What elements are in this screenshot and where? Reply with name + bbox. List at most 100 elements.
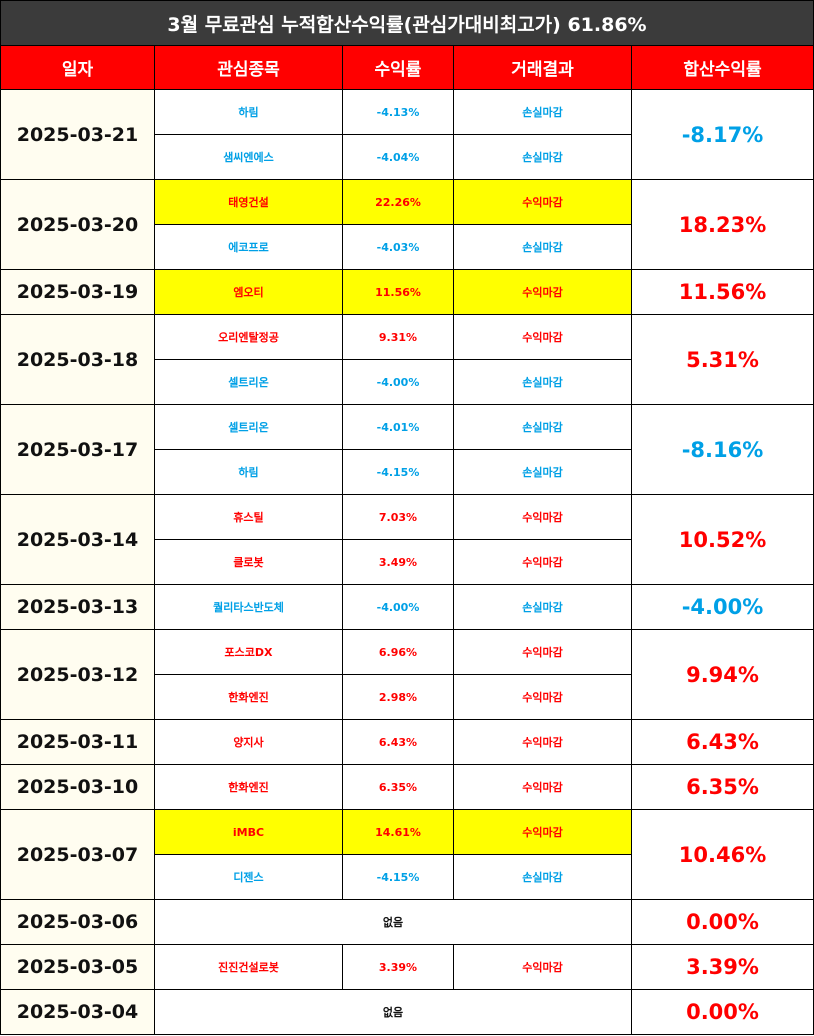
total-return-cell: 10.46% xyxy=(630,809,814,900)
table-title: 3월 무료관심 누적합산수익률(관심가대비최고가) 61.86% xyxy=(0,0,814,46)
date-cell: 2025-03-06 xyxy=(0,899,155,945)
rate-cell: 14.61% xyxy=(342,809,454,855)
rate-cell: 6.96% xyxy=(342,629,454,675)
total-return-cell: 11.56% xyxy=(630,269,814,315)
total-return-cell: 9.94% xyxy=(630,629,814,720)
table-row: 2025-03-19 엠오티 11.56% 수익마감 11.56% xyxy=(0,269,814,315)
rate-cell: 3.39% xyxy=(342,944,454,990)
table-body: 2025-03-21 하림 -4.13% 손실마감 -8.17% 샘씨엔에스 -4.04% 손… xyxy=(0,89,814,1035)
stock-cell: 태영건설 xyxy=(154,179,343,225)
table-row: 디젠스 -4.15% 손실마감 xyxy=(1,854,814,900)
result-cell: 수익마감 xyxy=(453,314,632,360)
table-row: 하림 -4.15% 손실마감 xyxy=(1,449,814,495)
date-cell: 2025-03-17 xyxy=(0,404,155,495)
stock-cell: 셀트리온 xyxy=(154,404,343,450)
stock-cell: 셀트리온 xyxy=(154,359,343,405)
stock-cell: 샘씨엔에스 xyxy=(154,134,343,180)
result-cell: 수익마감 xyxy=(453,539,632,585)
total-return-cell: -8.16% xyxy=(630,404,814,495)
rate-cell: 6.35% xyxy=(342,764,454,810)
stock-cell: iMBC xyxy=(154,809,343,855)
result-cell: 손실마감 xyxy=(453,89,632,135)
rate-cell: -4.01% xyxy=(342,404,454,450)
date-cell: 2025-03-11 xyxy=(0,719,155,765)
stock-cell: 하림 xyxy=(154,449,343,495)
date-cell: 2025-03-18 xyxy=(0,314,155,405)
date-cell: 2025-03-07 xyxy=(0,809,155,900)
total-return-cell: 18.23% xyxy=(630,179,814,270)
stock-cell: 클로봇 xyxy=(154,539,343,585)
rate-cell: 6.43% xyxy=(342,719,454,765)
header-result: 거래결과 xyxy=(453,45,632,90)
table-row: 셀트리온 -4.00% 손실마감 xyxy=(1,359,814,405)
table-row: 2025-03-06 없음 0.00% xyxy=(0,899,814,945)
result-cell: 수익마감 xyxy=(453,179,632,225)
header-date: 일자 xyxy=(0,45,155,90)
rate-cell: 22.26% xyxy=(342,179,454,225)
header-stock: 관심종목 xyxy=(154,45,343,90)
date-cell: 2025-03-14 xyxy=(0,494,155,585)
table-row: 2025-03-04 없음 0.00% xyxy=(0,989,814,1035)
stock-cell: 엠오티 xyxy=(154,269,343,315)
rate-cell: 11.56% xyxy=(342,269,454,315)
date-cell: 2025-03-19 xyxy=(0,269,155,315)
result-cell: 손실마감 xyxy=(453,134,632,180)
result-cell: 수익마감 xyxy=(453,674,632,720)
total-return-cell: 0.00% xyxy=(630,899,814,945)
table-row: 2025-03-12 포스코DX 6.96% 수익마감 9.94% xyxy=(0,629,814,720)
table-row: 2025-03-10 한화엔진 6.35% 수익마감 6.35% xyxy=(0,764,814,810)
header-rate: 수익률 xyxy=(342,45,454,90)
stock-cell: 휴스틸 xyxy=(154,494,343,540)
result-cell: 손실마감 xyxy=(453,854,632,900)
date-cell: 2025-03-13 xyxy=(0,584,155,630)
result-cell: 수익마감 xyxy=(453,494,632,540)
table-row: 2025-03-18 오리엔탈정공 9.31% 수익마감 5.31% xyxy=(0,314,814,405)
stock-cell: 한화엔진 xyxy=(154,674,343,720)
total-return-cell: 0.00% xyxy=(630,989,814,1035)
date-cell: 2025-03-10 xyxy=(0,764,155,810)
stock-cell: 오리엔탈정공 xyxy=(154,314,343,360)
table-row: 샘씨엔에스 -4.04% 손실마감 xyxy=(1,134,814,180)
rate-cell: 2.98% xyxy=(342,674,454,720)
total-return-cell: 10.52% xyxy=(630,494,814,585)
stock-cell: 퀄리타스반도체 xyxy=(154,584,343,630)
stock-cell: 진진건설로봇 xyxy=(154,944,343,990)
rate-cell: -4.00% xyxy=(342,359,454,405)
stock-cell: 포스코DX xyxy=(154,629,343,675)
date-cell: 2025-03-05 xyxy=(0,944,155,990)
result-cell: 손실마감 xyxy=(453,359,632,405)
table-row: 2025-03-07 iMBC 14.61% 수익마감 10.46% xyxy=(0,809,814,900)
stock-cell: 양지사 xyxy=(154,719,343,765)
date-cell: 2025-03-04 xyxy=(0,989,155,1035)
table-row: 2025-03-05 진진건설로봇 3.39% 수익마감 3.39% xyxy=(0,944,814,990)
rate-cell: 3.49% xyxy=(342,539,454,585)
result-cell: 손실마감 xyxy=(453,404,632,450)
result-cell: 손실마감 xyxy=(453,224,632,270)
total-return-cell: 5.31% xyxy=(630,314,814,405)
date-cell: 2025-03-21 xyxy=(0,89,155,180)
no-trade-cell: 없음 xyxy=(154,899,632,945)
date-cell: 2025-03-20 xyxy=(0,179,155,270)
table-row: 2025-03-21 하림 -4.13% 손실마감 -8.17% xyxy=(0,89,814,180)
result-cell: 손실마감 xyxy=(453,449,632,495)
total-return-cell: 6.43% xyxy=(630,719,814,765)
table-row: 2025-03-11 양지사 6.43% 수익마감 6.43% xyxy=(0,719,814,765)
table-row: 2025-03-14 휴스틸 7.03% 수익마감 10.52% xyxy=(0,494,814,585)
table-row: 2025-03-13 퀄리타스반도체 -4.00% 손실마감 -4.00% xyxy=(0,584,814,630)
stock-cell: 디젠스 xyxy=(154,854,343,900)
total-return-cell: 3.39% xyxy=(630,944,814,990)
rate-cell: -4.04% xyxy=(342,134,454,180)
result-cell: 수익마감 xyxy=(453,764,632,810)
result-cell: 수익마감 xyxy=(453,719,632,765)
table-row: 에코프로 -4.03% 손실마감 xyxy=(1,224,814,270)
rate-cell: -4.03% xyxy=(342,224,454,270)
result-cell: 수익마감 xyxy=(453,944,632,990)
rate-cell: -4.15% xyxy=(342,854,454,900)
table-row: 2025-03-20 태영건설 22.26% 수익마감 18.23% xyxy=(0,179,814,270)
total-return-cell: 6.35% xyxy=(630,764,814,810)
header-total: 합산수익률 xyxy=(630,45,814,90)
total-return-cell: -4.00% xyxy=(630,584,814,630)
table-row: 클로봇 3.49% 수익마감 xyxy=(1,539,814,585)
rate-cell: -4.15% xyxy=(342,449,454,495)
result-cell: 수익마감 xyxy=(453,809,632,855)
